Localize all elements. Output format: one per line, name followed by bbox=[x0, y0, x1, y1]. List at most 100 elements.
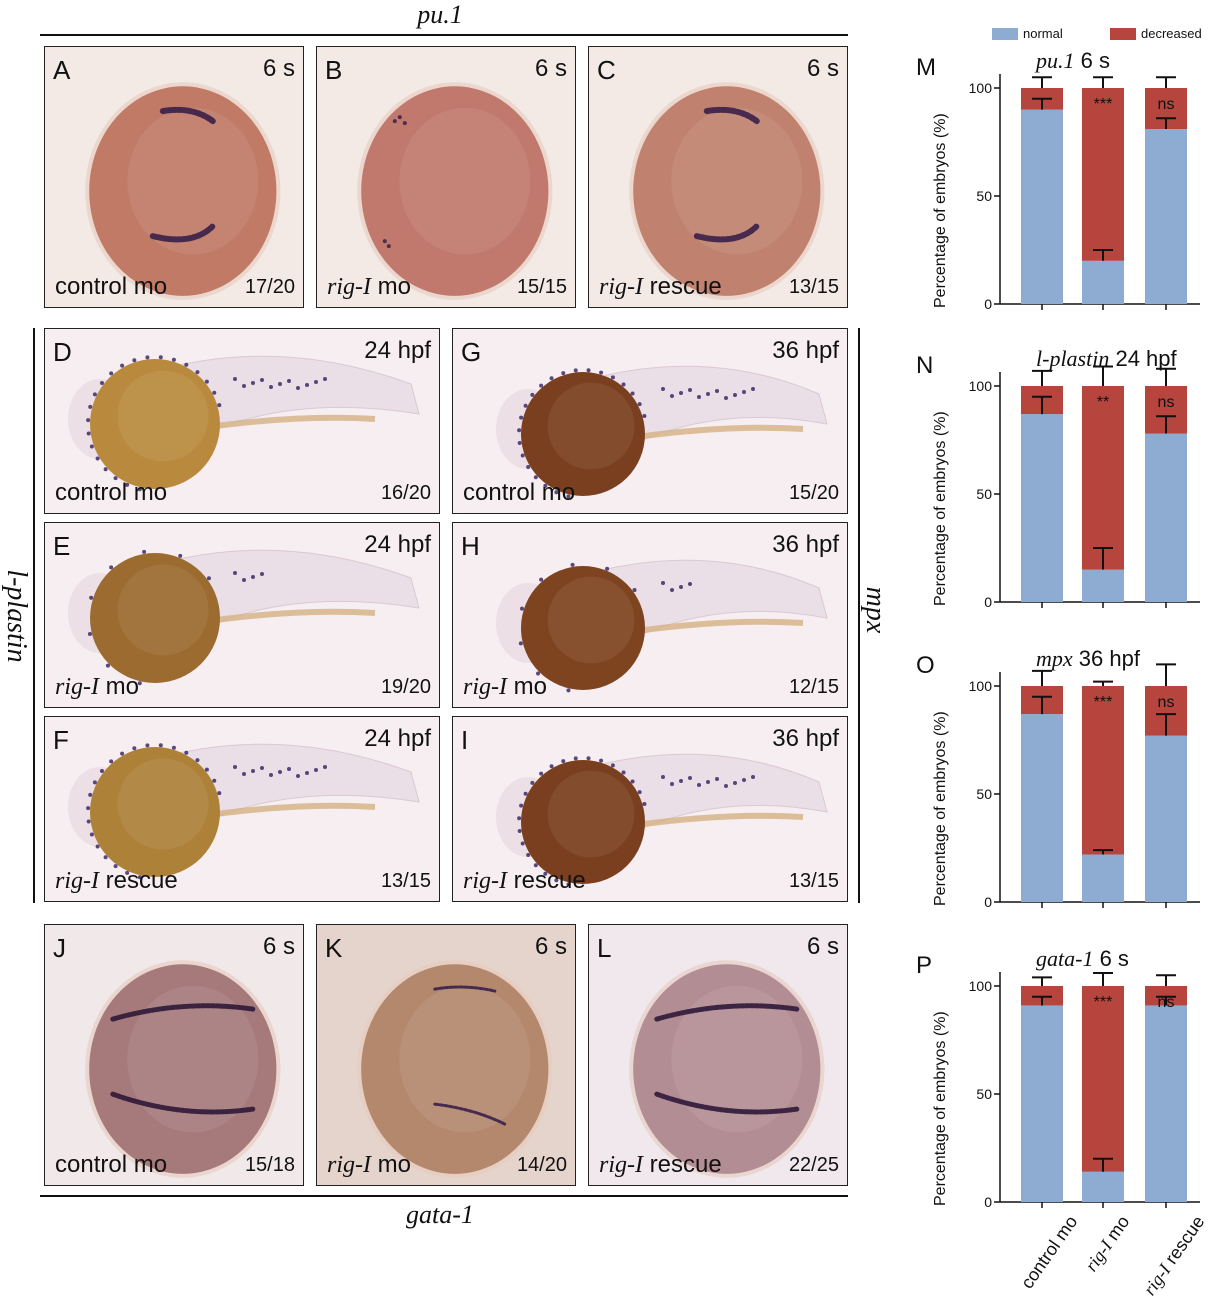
top-rule bbox=[40, 34, 848, 36]
error-bar-normal bbox=[1156, 415, 1176, 434]
stage-label: 24 hpf bbox=[364, 337, 431, 364]
bottom-rule bbox=[40, 1195, 848, 1197]
embryo-image-f bbox=[68, 743, 420, 880]
panel-k: K 6 s rig-I mo 14/20 bbox=[316, 924, 576, 1186]
condition-text: mo bbox=[99, 673, 140, 700]
panel-letter: H bbox=[461, 531, 480, 561]
condition-label: control mo bbox=[463, 481, 575, 505]
error-bar-total bbox=[1093, 680, 1113, 686]
bar-normal bbox=[1082, 1171, 1124, 1202]
stage-label: 6 s bbox=[534, 55, 567, 82]
bar-decreased bbox=[1021, 986, 1063, 1006]
chart-title-stage: 6 s bbox=[1074, 48, 1110, 73]
stage-label: 24 hpf bbox=[364, 531, 431, 558]
condition-text: rescue bbox=[99, 867, 178, 894]
embryo-count: 12/15 bbox=[788, 676, 839, 698]
stage-label: 6 s bbox=[262, 55, 295, 82]
error-bar-total bbox=[1156, 663, 1176, 686]
bar-decreased bbox=[1021, 88, 1063, 110]
panel-d: D 24 hpf control mo 16/20 bbox=[44, 328, 440, 514]
stage-label: 36 hpf bbox=[772, 531, 839, 558]
top-gene-label: pu.1 bbox=[417, 0, 463, 29]
panel-letter: E bbox=[53, 531, 71, 561]
condition-label: rig-I mo bbox=[463, 675, 547, 700]
y-axis-label: Percentage of embryos (%) bbox=[932, 411, 949, 606]
significance-label: ns bbox=[1157, 394, 1175, 411]
panel-g: G 36 hpf control mo 15/20 bbox=[452, 328, 848, 514]
error-bar-total bbox=[1093, 76, 1113, 88]
error-bar-total bbox=[1032, 76, 1052, 88]
y-tick-label: 0 bbox=[984, 1194, 992, 1210]
error-bar-normal bbox=[1093, 249, 1113, 261]
panel-letter: L bbox=[597, 933, 612, 963]
condition-label: rig-I rescue bbox=[463, 869, 586, 894]
stage-label: 6 s bbox=[806, 933, 839, 960]
gene-name: rig-I bbox=[327, 1152, 371, 1178]
bar-normal bbox=[1145, 129, 1187, 304]
panel-h: H 36 hpf rig-I mo 12/15 bbox=[452, 522, 848, 708]
y-tick-label: 100 bbox=[968, 80, 992, 96]
error-bar-normal bbox=[1032, 695, 1052, 715]
legend-decreased-label: decreased bbox=[1141, 26, 1202, 41]
embryo-count: 16/20 bbox=[380, 482, 431, 504]
y-axis-label: Percentage of embryos (%) bbox=[932, 1011, 949, 1206]
legend-normal-label: normal bbox=[1023, 26, 1063, 41]
chart-title-gene: l-plastin bbox=[1036, 346, 1110, 371]
x-category-label: rig-I mo bbox=[1081, 1212, 1134, 1276]
right-bracket bbox=[858, 328, 860, 903]
y-axis-label: Percentage of embryos (%) bbox=[932, 113, 949, 308]
bar-normal bbox=[1021, 1005, 1063, 1202]
condition-text: mo bbox=[371, 273, 412, 300]
significance-label: *** bbox=[1093, 694, 1113, 711]
chart-title-gene: gata-1 bbox=[1036, 946, 1094, 971]
stage-label: 6 s bbox=[262, 933, 295, 960]
embryo-image-h bbox=[496, 559, 828, 693]
left-side-label: l-plastin bbox=[1, 569, 32, 663]
error-bar-normal bbox=[1032, 395, 1052, 415]
y-tick-label: 0 bbox=[984, 594, 992, 610]
embryo-image-i bbox=[496, 753, 828, 887]
panel-letter: F bbox=[53, 725, 69, 755]
error-bar-normal bbox=[1032, 995, 1052, 1006]
chart-title: pu.1 6 s bbox=[1036, 50, 1110, 72]
panel-letter: D bbox=[53, 337, 72, 367]
bar-decreased bbox=[1021, 386, 1063, 415]
condition-text: control mo bbox=[55, 1151, 168, 1178]
error-bar-total bbox=[1032, 669, 1052, 686]
condition-label: rig-I mo bbox=[327, 1151, 412, 1178]
significance-label: ns bbox=[1157, 96, 1175, 113]
gene-name: rig-I bbox=[55, 868, 99, 894]
y-tick-label: 100 bbox=[968, 678, 992, 694]
bottom-gene-label: gata-1 bbox=[406, 1200, 474, 1229]
gene-name: rig-I bbox=[599, 274, 643, 300]
stage-label: 36 hpf bbox=[772, 725, 839, 752]
stage-label: 6 s bbox=[534, 933, 567, 960]
embryo-image-d bbox=[68, 355, 420, 492]
legend-decreased: decreased bbox=[1110, 26, 1202, 41]
error-bar-normal bbox=[1093, 1157, 1113, 1172]
y-tick-label: 100 bbox=[968, 378, 992, 394]
bar-decreased bbox=[1082, 986, 1124, 1172]
panel-letter: C bbox=[597, 55, 616, 85]
embryo-count: 17/20 bbox=[244, 276, 295, 298]
condition-text: mo bbox=[371, 1151, 412, 1178]
condition-label: rig-I rescue bbox=[599, 274, 722, 300]
y-tick-label: 50 bbox=[976, 1086, 992, 1102]
gene-name: rig-I bbox=[327, 274, 371, 300]
bar-decreased bbox=[1021, 686, 1063, 715]
right-side-label: mpx bbox=[860, 586, 891, 634]
embryo-image-g bbox=[496, 365, 828, 499]
bar-decreased bbox=[1082, 386, 1124, 570]
embryo-count: 13/15 bbox=[788, 870, 839, 892]
y-tick-label: 50 bbox=[976, 786, 992, 802]
legend-normal: normal bbox=[992, 26, 1063, 41]
chart-title-stage: 24 hpf bbox=[1109, 346, 1177, 371]
bar-normal bbox=[1082, 260, 1124, 304]
embryo-count: 22/25 bbox=[788, 1154, 839, 1176]
panel-letter: G bbox=[461, 337, 482, 367]
panel-i: I 36 hpf rig-I rescue 13/15 bbox=[452, 716, 848, 902]
embryo-count: 19/20 bbox=[380, 676, 431, 698]
chart-letter-p: P bbox=[916, 952, 933, 979]
panel-c: C 6 s rig-I rescue 13/15 bbox=[588, 46, 848, 308]
bar-normal bbox=[1082, 569, 1124, 602]
